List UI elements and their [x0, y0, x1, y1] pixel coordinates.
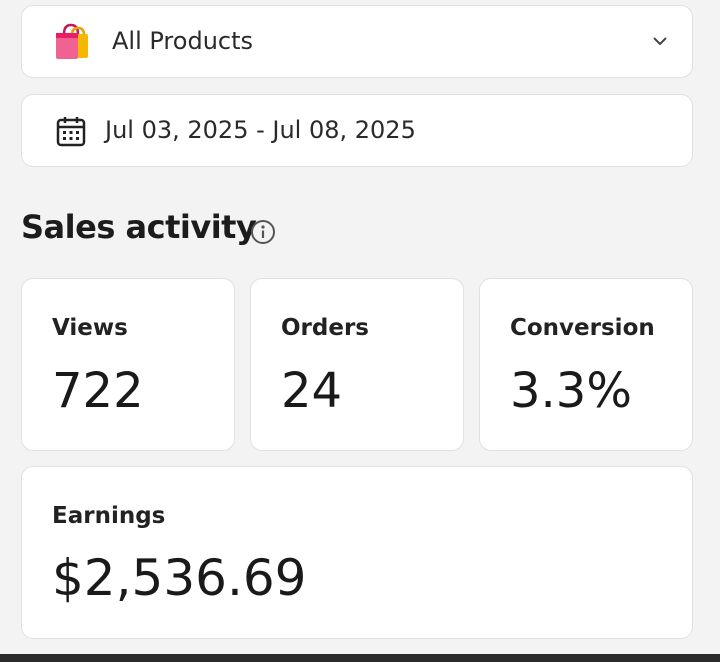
info-icon[interactable] — [250, 219, 276, 245]
stat-value: 24 — [281, 363, 343, 419]
date-range-label: Jul 03, 2025 - Jul 08, 2025 — [105, 116, 416, 144]
section-title: Sales activity — [21, 208, 257, 246]
stat-card: Orders 24 — [250, 278, 464, 451]
bag-icon — [56, 23, 88, 59]
stat-value: 3.3% — [510, 363, 632, 419]
date-range-picker[interactable]: Jul 03, 2025 - Jul 08, 2025 — [21, 94, 693, 167]
product-dropdown[interactable]: All Products — [21, 5, 693, 78]
stat-card: Views 722 — [21, 278, 235, 451]
bottom-bar — [0, 654, 720, 662]
stat-label: Views — [52, 315, 128, 341]
product-label: All Products — [112, 27, 254, 55]
stat-label: Orders — [281, 315, 369, 341]
stat-card: Conversion 3.3% — [479, 278, 693, 451]
earnings-value: $2,536.69 — [52, 549, 307, 607]
stat-label: Conversion — [510, 315, 655, 341]
stat-value: 722 — [52, 363, 144, 419]
earnings-label: Earnings — [52, 503, 166, 529]
chevron-down — [653, 37, 667, 46]
calendar-icon — [56, 117, 86, 147]
earnings-card: Earnings $2,536.69 — [21, 466, 693, 639]
